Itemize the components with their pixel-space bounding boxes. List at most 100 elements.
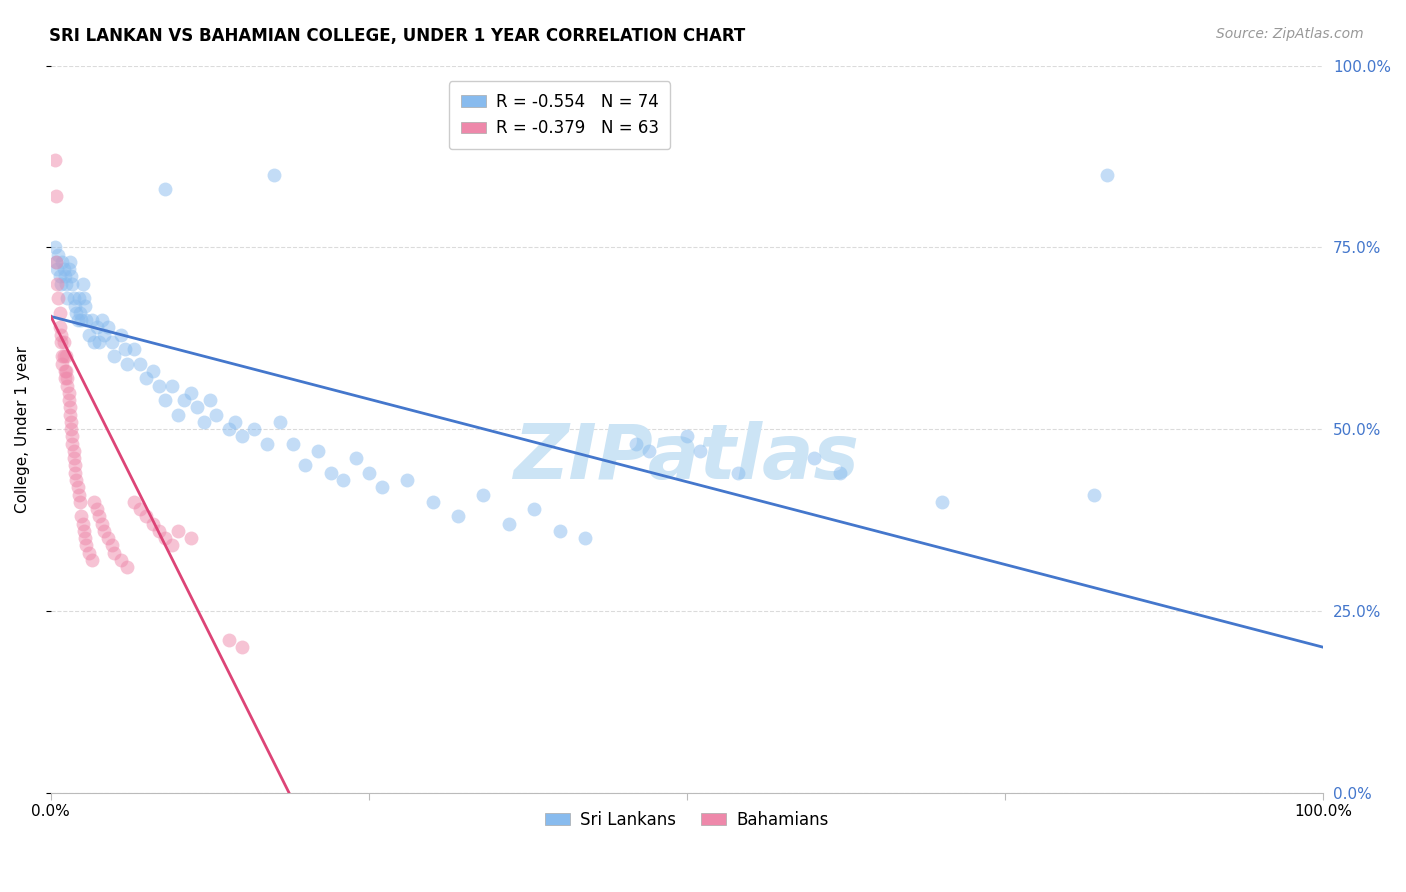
Point <box>148 378 170 392</box>
Point <box>80 313 103 327</box>
Point <box>167 408 190 422</box>
Point <box>51 255 73 269</box>
Point <box>49 334 72 349</box>
Point <box>256 436 278 450</box>
Point <box>75 538 97 552</box>
Point <box>186 401 208 415</box>
Text: ZIPatlas: ZIPatlas <box>515 421 860 495</box>
Point <box>63 299 86 313</box>
Y-axis label: College, Under 1 year: College, Under 1 year <box>15 345 30 513</box>
Point <box>83 334 105 349</box>
Point <box>155 182 177 196</box>
Point <box>60 415 83 429</box>
Point <box>48 291 70 305</box>
Point <box>48 269 70 284</box>
Point <box>75 313 97 327</box>
Point <box>44 153 66 168</box>
Point <box>1095 168 1118 182</box>
Point <box>205 408 228 422</box>
Point <box>86 502 108 516</box>
Point <box>294 458 316 473</box>
Point <box>90 313 112 327</box>
Legend: Sri Lankans, Bahamians: Sri Lankans, Bahamians <box>538 804 835 835</box>
Point <box>62 436 84 450</box>
Point <box>59 408 82 422</box>
Point <box>63 458 86 473</box>
Point <box>89 334 111 349</box>
Point <box>83 495 105 509</box>
Point <box>62 451 84 466</box>
Point <box>90 516 112 531</box>
Point <box>49 327 72 342</box>
Point <box>155 392 177 407</box>
Point <box>269 415 291 429</box>
Point <box>66 313 89 327</box>
Point <box>51 350 73 364</box>
Point <box>193 415 215 429</box>
Point <box>231 429 253 443</box>
Point <box>101 334 124 349</box>
Point <box>55 277 77 291</box>
Point <box>129 357 152 371</box>
Point <box>370 480 392 494</box>
Point <box>93 524 115 538</box>
Point <box>66 480 89 494</box>
Point <box>574 531 596 545</box>
Point <box>70 509 93 524</box>
Point <box>63 466 86 480</box>
Point <box>803 451 825 466</box>
Point <box>114 342 136 356</box>
Point <box>1083 487 1105 501</box>
Point <box>72 516 94 531</box>
Point <box>319 466 342 480</box>
Point <box>53 364 76 378</box>
Point <box>548 524 571 538</box>
Point <box>52 334 75 349</box>
Point <box>231 640 253 655</box>
Point <box>60 422 83 436</box>
Point <box>77 546 100 560</box>
Point <box>155 531 177 545</box>
Point <box>624 436 647 450</box>
Point <box>58 262 80 277</box>
Point <box>73 524 96 538</box>
Point <box>70 313 93 327</box>
Point <box>115 560 138 574</box>
Point <box>676 429 699 443</box>
Point <box>52 350 75 364</box>
Point <box>160 538 183 552</box>
Point <box>122 495 145 509</box>
Point <box>160 378 183 392</box>
Point <box>357 466 380 480</box>
Point <box>931 495 953 509</box>
Point <box>60 269 83 284</box>
Point <box>62 444 84 458</box>
Point <box>135 371 157 385</box>
Point <box>48 320 70 334</box>
Point <box>59 255 82 269</box>
Point <box>49 277 72 291</box>
Point <box>218 422 240 436</box>
Point <box>167 524 190 538</box>
Text: SRI LANKAN VS BAHAMIAN COLLEGE, UNDER 1 YEAR CORRELATION CHART: SRI LANKAN VS BAHAMIAN COLLEGE, UNDER 1 … <box>49 27 745 45</box>
Point <box>344 451 367 466</box>
Point <box>55 364 77 378</box>
Point <box>58 385 80 400</box>
Point <box>45 255 67 269</box>
Point <box>97 320 120 334</box>
Point <box>243 422 266 436</box>
Point <box>53 269 76 284</box>
Point <box>115 357 138 371</box>
Point <box>69 495 91 509</box>
Point <box>73 291 96 305</box>
Point <box>218 632 240 647</box>
Point <box>135 509 157 524</box>
Point <box>86 320 108 334</box>
Point <box>224 415 246 429</box>
Point <box>56 371 79 385</box>
Point <box>103 350 125 364</box>
Point <box>58 392 80 407</box>
Point <box>142 364 165 378</box>
Point <box>62 277 84 291</box>
Point <box>46 277 69 291</box>
